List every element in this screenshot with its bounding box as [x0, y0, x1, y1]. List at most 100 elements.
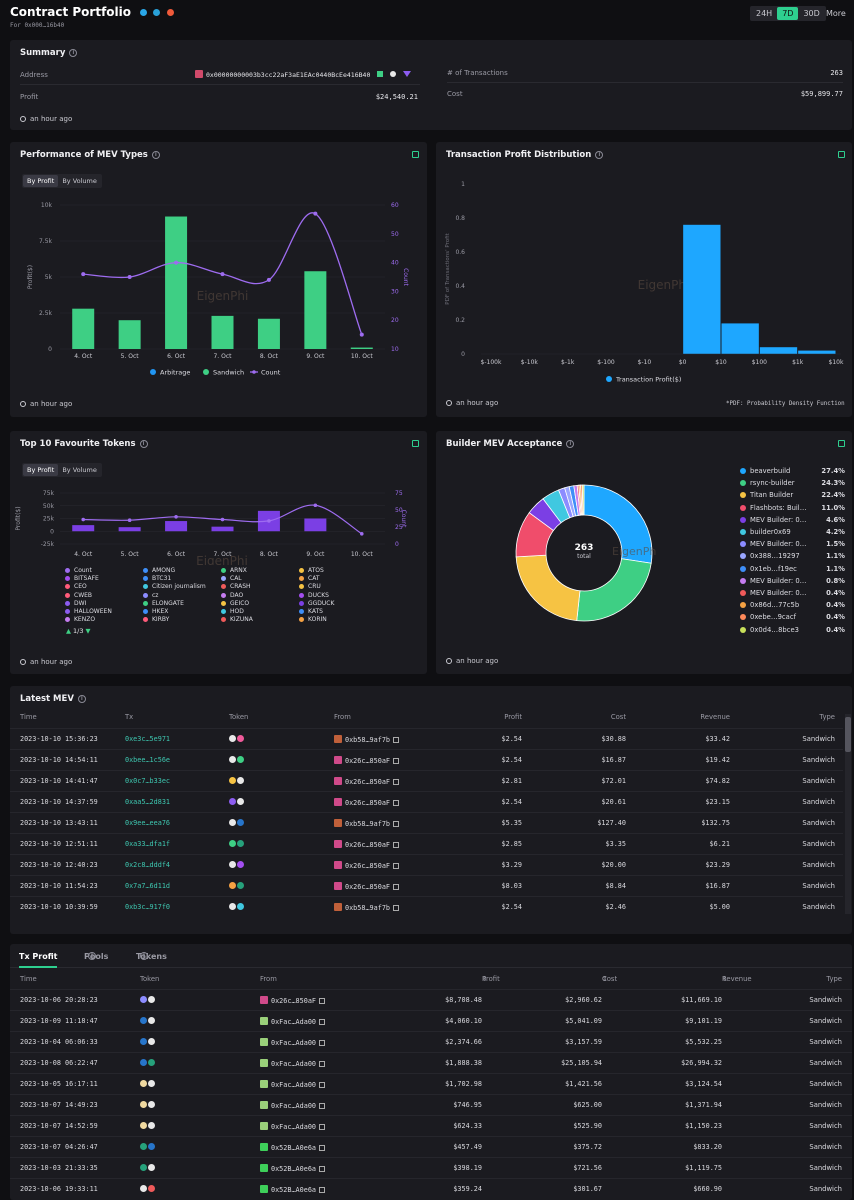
token-icon[interactable] — [148, 1164, 155, 1171]
from-address[interactable]: 0x26c…850aF — [345, 883, 391, 891]
token-icon[interactable] — [140, 1101, 147, 1108]
from-address[interactable]: 0x26c…850aF — [271, 997, 317, 1005]
token-icon[interactable] — [148, 1038, 155, 1045]
scrollbar[interactable] — [845, 714, 851, 914]
legend-item[interactable]: Flashbots: Buil… 11.0% — [740, 504, 845, 512]
legend-item[interactable]: BTC31 — [143, 575, 171, 582]
from-address[interactable]: 0xb58…9af7b — [345, 904, 391, 912]
info-icon[interactable]: i — [77, 694, 86, 703]
legend-item[interactable]: cz — [143, 592, 158, 599]
legend-item[interactable]: KIRBY — [143, 616, 169, 623]
from-address[interactable]: 0x26c…850aF — [345, 757, 391, 765]
token-icon[interactable] — [229, 735, 236, 742]
tx-link[interactable]: 0x9ee…eea76 — [125, 819, 171, 827]
table-row[interactable]: 2023-10-04 06:06:33 0xFac…Ada00 $2,374.66 $… — [10, 1031, 852, 1052]
copy-icon[interactable] — [319, 1166, 326, 1172]
sort-icon[interactable]: ⇕ — [722, 975, 728, 983]
token-icon[interactable] — [237, 840, 244, 847]
legend-item[interactable]: KORIN — [299, 616, 327, 623]
copy-icon[interactable] — [319, 1187, 326, 1193]
legend-item[interactable]: HOD — [221, 608, 244, 615]
from-address[interactable]: 0xb58…9af7b — [345, 820, 391, 828]
tx-link[interactable]: 0xa33…dfa1f — [125, 840, 171, 848]
legend-item[interactable]: DAO — [221, 592, 243, 599]
expand-icon[interactable] — [838, 151, 845, 158]
token-icon[interactable] — [140, 1017, 147, 1024]
table-row[interactable]: 2023-10-07 14:49:23 0xFac…Ada00 $746.95 $62… — [10, 1094, 852, 1115]
tx-link[interactable]: 0xbee…1c56e — [125, 756, 171, 764]
legend-item[interactable]: MEV Builder: 0… 1.5% — [740, 540, 845, 548]
table-row[interactable]: 2023-10-10 14:41:47 0x0c7…b33ec 0x26c…850a… — [10, 770, 843, 791]
legend-item[interactable]: CRASH — [221, 583, 251, 590]
token-icon[interactable] — [237, 756, 244, 763]
table-row[interactable]: 2023-10-10 14:37:59 0xaa5…2d831 0x26c…850a… — [10, 791, 843, 812]
table-row[interactable]: 2023-10-10 15:36:23 0xe3c…5e971 0xb58…9af7… — [10, 728, 843, 749]
legend-item[interactable]: CAT — [299, 575, 320, 582]
legend-item[interactable]: builder0x69 4.2% — [740, 528, 845, 536]
tab-by-volume[interactable]: By Volume — [62, 466, 97, 474]
legend-item[interactable]: DUCKS — [299, 592, 329, 599]
tx-link[interactable]: 0x0c7…b33ec — [125, 777, 171, 785]
from-address[interactable]: 0x26c…850aF — [345, 862, 391, 870]
copy-icon[interactable] — [319, 1082, 326, 1088]
copy-icon[interactable] — [393, 842, 400, 848]
legend-item[interactable]: Titan Builder 22.4% — [740, 491, 845, 499]
token-icon[interactable] — [237, 798, 244, 805]
legend-item[interactable]: GEICO — [221, 600, 249, 607]
info-icon[interactable]: i — [139, 439, 148, 448]
token-icon[interactable] — [229, 819, 236, 826]
filter-icon[interactable] — [403, 71, 412, 77]
token-icon[interactable] — [148, 1101, 155, 1108]
info-icon[interactable]: i — [151, 150, 160, 159]
table-row[interactable]: 2023-10-10 10:39:59 0xb3c…917f0 0xb58…9af7… — [10, 896, 843, 917]
token-icon[interactable] — [237, 735, 244, 742]
legend-item[interactable]: ATOS — [299, 567, 324, 574]
token-icon[interactable] — [140, 996, 147, 1003]
legend-item[interactable]: 0xebe…9cacf 0.4% — [740, 613, 845, 621]
token-icon[interactable] — [229, 861, 236, 868]
legend-item[interactable]: HKEX — [143, 608, 168, 615]
from-address[interactable]: 0x26c…850aF — [345, 778, 391, 786]
token-icon[interactable] — [237, 777, 244, 784]
legend-item[interactable]: KENZO — [65, 616, 95, 623]
token-icon[interactable] — [148, 1080, 155, 1087]
legend-item[interactable]: rsync-builder 24.3% — [740, 479, 845, 487]
sort-icon[interactable]: ⇕ — [482, 975, 488, 983]
table-row[interactable]: 2023-10-10 11:54:23 0x7a7…6d11d 0x26c…850a… — [10, 875, 843, 896]
token-icon[interactable] — [148, 1017, 155, 1024]
legend-item[interactable]: 0x388…19297 1.1% — [740, 552, 845, 560]
token-icon[interactable] — [237, 903, 244, 910]
table-row[interactable]: 2023-10-10 12:40:23 0x2c8…dddf4 0x26c…850a… — [10, 854, 843, 875]
copy-icon[interactable] — [319, 1040, 326, 1046]
table-row[interactable]: 2023-10-10 13:43:11 0x9ee…eea76 0xb58…9af7… — [10, 812, 843, 833]
legend-item[interactable]: 0x1eb…f19ec 1.1% — [740, 565, 845, 573]
scrollbar-thumb[interactable] — [845, 717, 851, 752]
info-icon[interactable]: i — [595, 150, 604, 159]
etherscan-icon[interactable] — [139, 9, 147, 16]
from-address[interactable]: 0xb58…9af7b — [345, 736, 391, 744]
table-row[interactable]: 2023-10-10 14:54:11 0xbee…1c56e 0x26c…850a… — [10, 749, 843, 770]
legend-item[interactable]: CWEB — [65, 592, 92, 599]
table-row[interactable]: 2023-10-05 16:17:11 0xFac…Ada00 $1,702.98 $… — [10, 1073, 852, 1094]
token-icon[interactable] — [148, 1122, 155, 1129]
token-icon[interactable] — [237, 861, 244, 868]
tx-link[interactable]: 0xe3c…5e971 — [125, 735, 171, 743]
token-icon[interactable] — [237, 882, 244, 889]
copy-icon[interactable] — [393, 758, 400, 764]
range-7d-button[interactable]: 7D — [777, 7, 799, 20]
info-icon[interactable]: i — [88, 952, 96, 960]
range-24h-button[interactable]: 24H — [756, 9, 773, 18]
token-icon[interactable] — [148, 1143, 155, 1150]
token-icon[interactable] — [229, 756, 236, 763]
info-icon[interactable]: i — [69, 48, 78, 57]
tab-by-profit[interactable]: By Profit — [23, 464, 59, 476]
sort-icon[interactable]: ⇕ — [602, 975, 608, 983]
tx-link[interactable]: 0x7a7…6d11d — [125, 882, 171, 890]
table-row[interactable]: 2023-10-07 04:26:47 0x52B…A0e6a $457.49 $37… — [10, 1136, 852, 1157]
from-address[interactable]: 0xFac…Ada00 — [271, 1102, 317, 1110]
from-address[interactable]: 0xFac…Ada00 — [271, 1060, 317, 1068]
from-address[interactable]: 0xFac…Ada00 — [271, 1039, 317, 1047]
table-row[interactable]: 2023-10-03 21:33:35 0x52B…A0e6a $398.19 $72… — [10, 1157, 852, 1178]
legend-item[interactable]: beaverbuild 27.4% — [740, 467, 845, 475]
info-icon[interactable]: i — [140, 952, 148, 960]
